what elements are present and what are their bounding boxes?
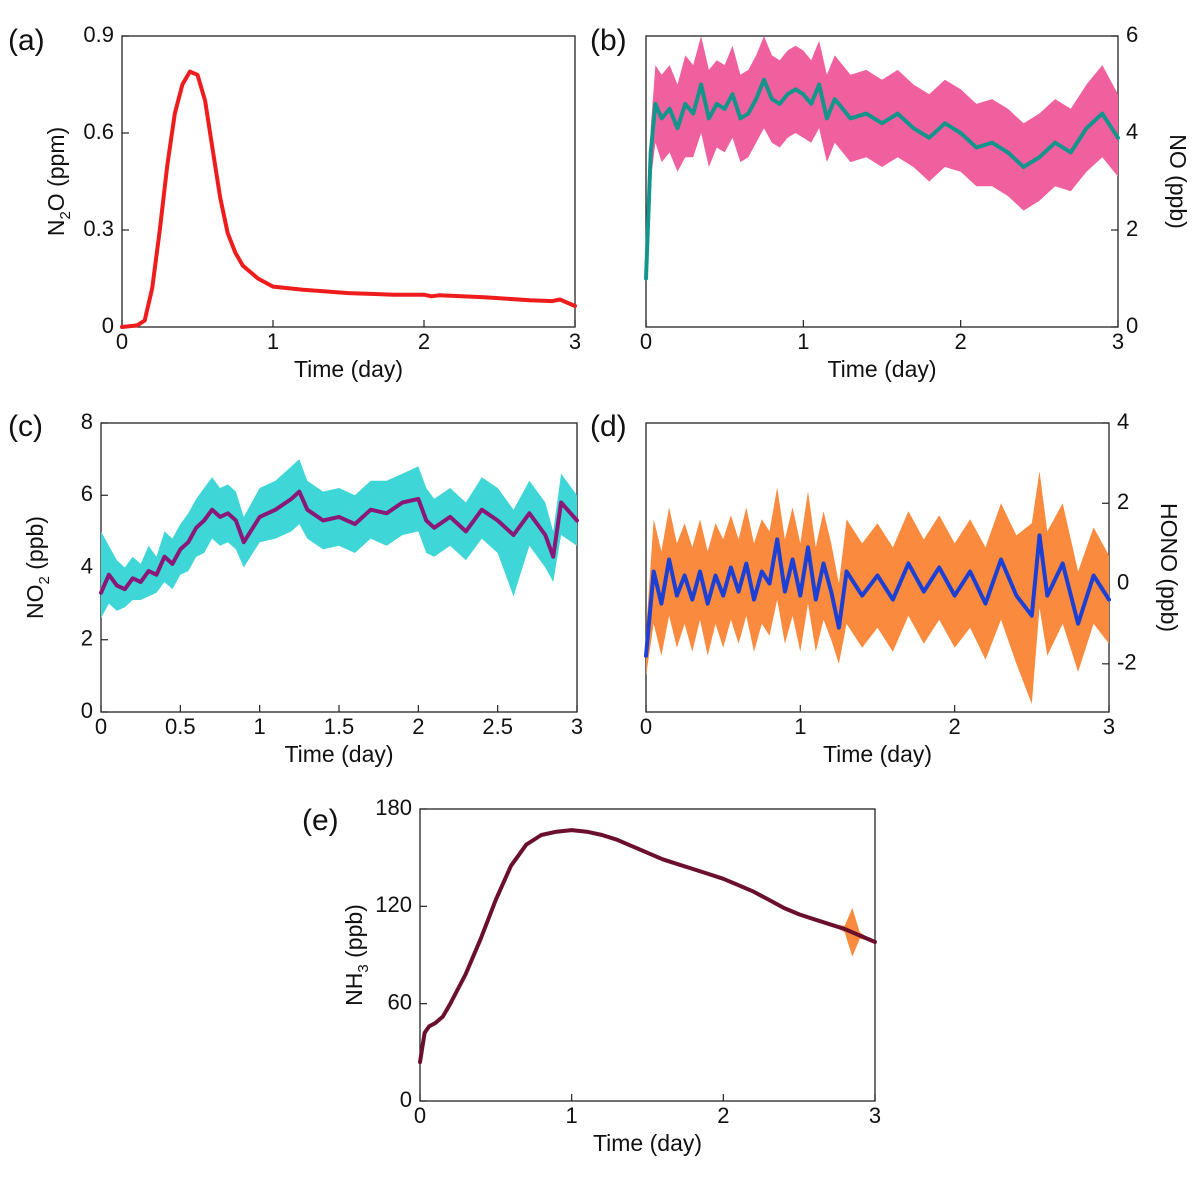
- y-axis-label: NH3 (ppb): [341, 904, 372, 1006]
- y-axis-label: N2O (ppm): [43, 127, 74, 236]
- y-axis-label: NO (ppb): [1165, 134, 1191, 229]
- series-line: [120, 69, 577, 329]
- x-tick-label: 3: [1112, 329, 1124, 354]
- x-tick-label: 3: [869, 1103, 881, 1128]
- y-tick-label: 0: [1117, 569, 1129, 594]
- y-tick-label: 2: [1126, 216, 1138, 241]
- y-tick-label: 0: [102, 313, 114, 338]
- y-tick-label: 60: [388, 989, 412, 1014]
- x-tick-label: 0: [414, 1103, 426, 1128]
- panel-label: (d): [590, 410, 627, 443]
- series-line: [644, 77, 1120, 281]
- y-axis-label-subscript: 2: [57, 211, 74, 219]
- series-line: [418, 828, 877, 1065]
- x-tick-label: 2: [412, 714, 424, 739]
- x-axis-label: Time (day): [294, 356, 403, 382]
- y-tick-label: 4: [1117, 409, 1129, 434]
- x-tick-label: 1.5: [324, 714, 355, 739]
- y-tick-label: 2: [1117, 489, 1129, 514]
- x-axis-label: Time (day): [593, 1130, 702, 1156]
- x-axis-label: Time (day): [827, 356, 936, 382]
- plot-frame: [121, 35, 576, 328]
- x-tick-label: 1: [254, 714, 266, 739]
- y-tick-label: 0: [1126, 313, 1138, 338]
- y-axis-label-main: NO: [22, 584, 48, 619]
- x-tick-label: 3: [569, 329, 581, 354]
- uncertainty-band: [420, 830, 875, 1063]
- x-tick-label: 0: [116, 329, 128, 354]
- plot-frame: [645, 35, 1119, 328]
- y-axis-label: HONO (ppb): [1156, 503, 1182, 632]
- panel-label: (c): [8, 410, 43, 443]
- y-axis-label-tail: O (ppm): [43, 127, 69, 211]
- x-tick-label: 2.5: [482, 714, 513, 739]
- y-tick-label: 0: [400, 1087, 412, 1112]
- x-tick-label: 1: [794, 714, 806, 739]
- x-tick-label: 2: [717, 1103, 729, 1128]
- x-tick-label: 0.5: [165, 714, 196, 739]
- panel-label: (a): [8, 24, 45, 57]
- x-tick-label: 0: [95, 714, 107, 739]
- uncertainty-band: [646, 471, 1109, 704]
- y-tick-label: 8: [81, 409, 93, 434]
- x-tick-label: 2: [949, 714, 961, 739]
- series-line: [99, 489, 579, 595]
- x-tick-label: 0: [640, 329, 652, 354]
- y-tick-label: 0.9: [83, 22, 114, 47]
- y-tick-label: 6: [1126, 22, 1138, 47]
- y-tick-label: 180: [375, 795, 412, 820]
- y-tick-label: 4: [81, 553, 93, 578]
- y-tick-label: -2: [1117, 650, 1137, 675]
- x-tick-label: 2: [418, 329, 430, 354]
- x-tick-label: 2: [955, 329, 967, 354]
- y-tick-label: 0.3: [83, 216, 114, 241]
- x-tick-label: 0: [640, 714, 652, 739]
- series-line: [644, 533, 1111, 658]
- x-tick-label: 3: [1103, 714, 1115, 739]
- y-tick-label: 2: [81, 626, 93, 651]
- uncertainty-band: [646, 36, 1118, 284]
- x-tick-label: 1: [267, 329, 279, 354]
- x-axis-label: Time (day): [284, 741, 393, 767]
- y-tick-label: 0: [81, 698, 93, 723]
- y-axis-label-main: N: [43, 220, 69, 237]
- y-axis-label: NO2 (ppb): [22, 516, 53, 619]
- panel-label: (e): [302, 804, 339, 837]
- y-axis-label-subscript: 2: [36, 576, 53, 584]
- x-axis-label: Time (day): [823, 741, 932, 767]
- x-tick-label: 1: [566, 1103, 578, 1128]
- y-tick-label: 120: [375, 892, 412, 917]
- y-axis-label-main: NH: [341, 973, 367, 1006]
- y-axis-label-tail: (ppb): [22, 516, 48, 576]
- y-axis-label-tail: (ppb): [341, 904, 367, 964]
- y-axis-label-subscript: 3: [355, 964, 372, 972]
- panel-d: (d) 0 1 2 3 -2 0 2 4 Time (day) HONO (ppb): [590, 409, 1182, 767]
- y-tick-label: 0.6: [83, 119, 114, 144]
- y-tick-label: 6: [81, 481, 93, 506]
- plot-frame: [419, 808, 876, 1102]
- x-tick-label: 1: [797, 329, 809, 354]
- y-tick-label: 4: [1126, 119, 1138, 144]
- uncertainty-band: [101, 459, 577, 619]
- panel-label: (b): [590, 24, 627, 57]
- x-tick-label: 3: [571, 714, 583, 739]
